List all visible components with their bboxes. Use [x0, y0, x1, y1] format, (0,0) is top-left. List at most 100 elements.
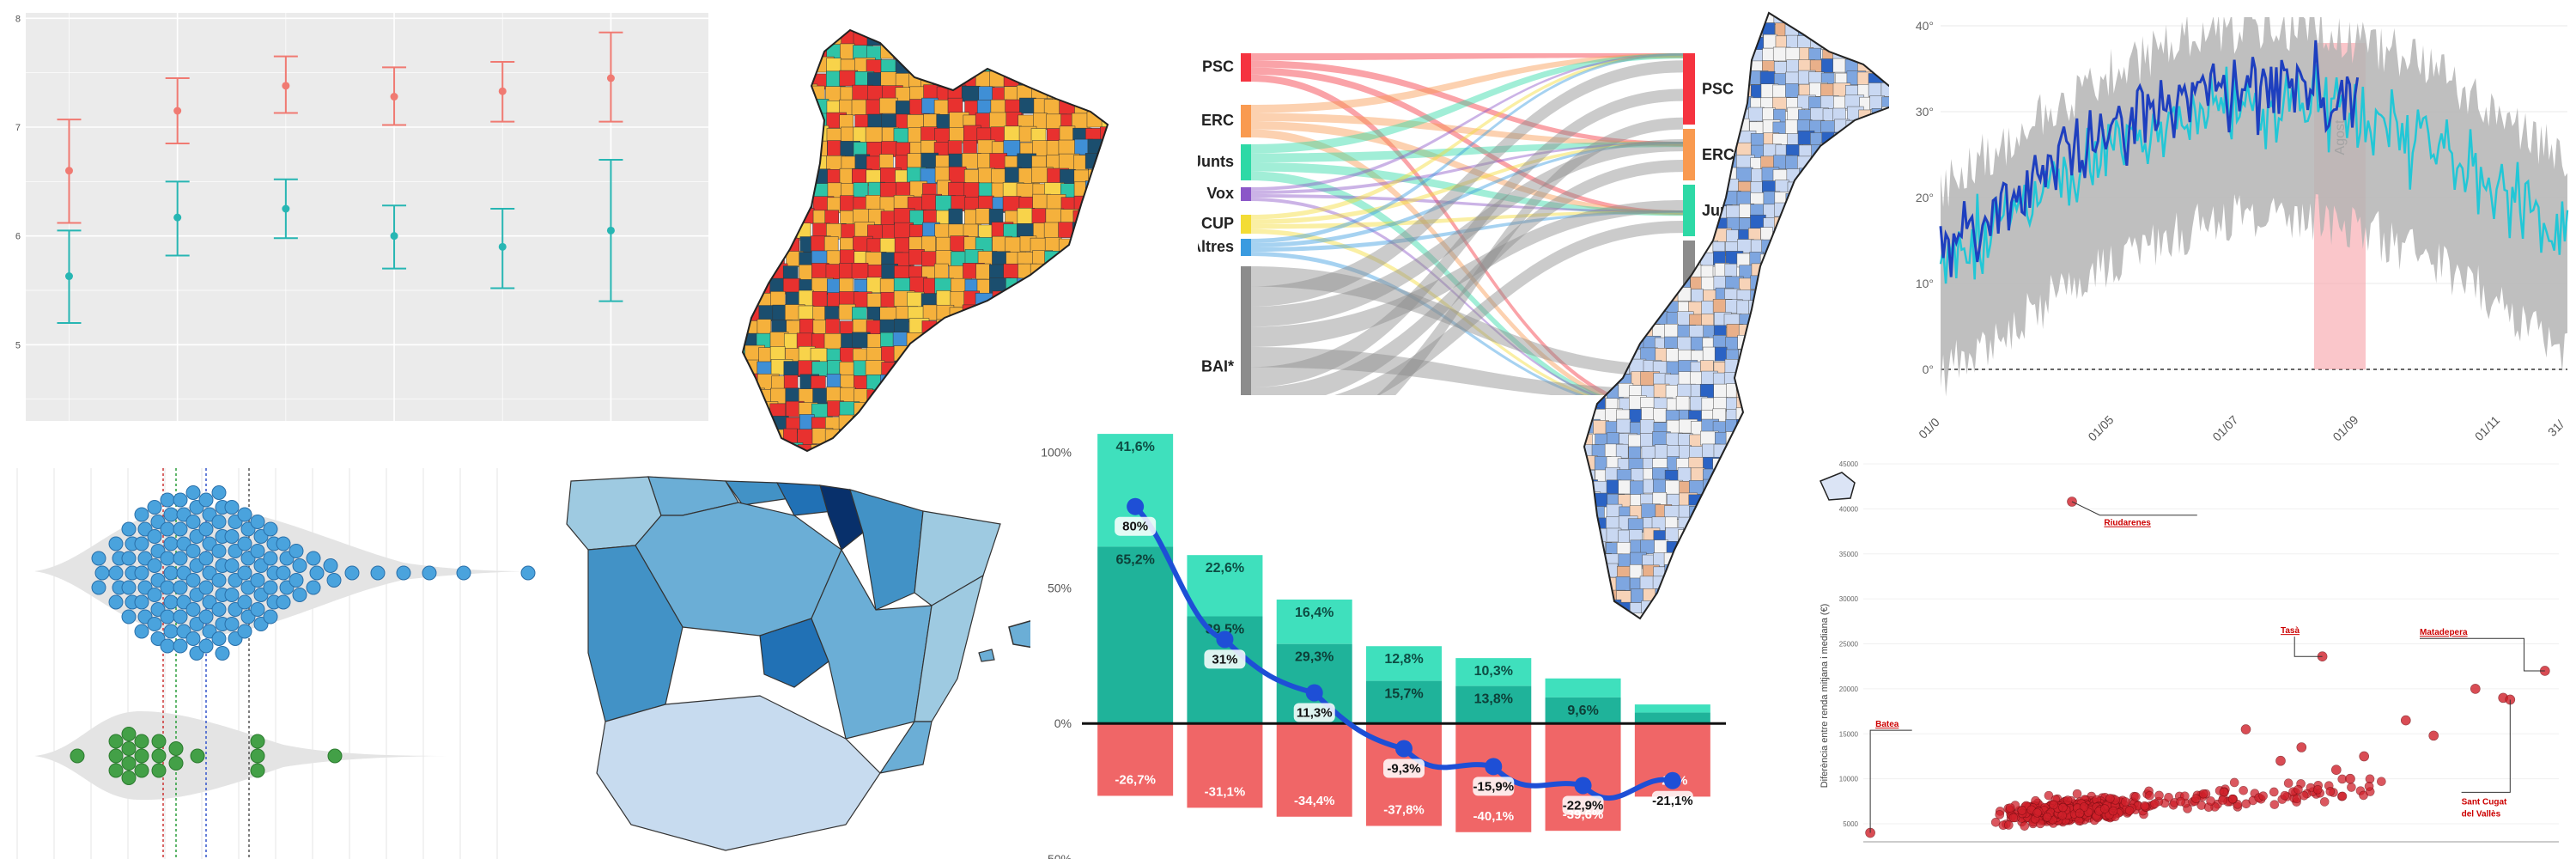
catalunya-municipality: [964, 346, 981, 362]
catalunya-municipality: [1087, 304, 1106, 320]
valencia-municipality: [1584, 13, 1600, 15]
data-point: [344, 565, 360, 581]
valencia-municipality: [1631, 21, 1647, 37]
valencia-municipality: [1856, 241, 1871, 255]
catalunya-municipality: [1143, 374, 1157, 389]
valencia-municipality: [1654, 47, 1670, 62]
catalunya-municipality: [743, 58, 744, 76]
valencia-municipality: [1774, 263, 1791, 277]
valencia-municipality: [1727, 529, 1745, 545]
valencia-municipality: [1844, 374, 1859, 388]
catalunya-municipality: [811, 291, 828, 308]
valencia-municipality: [1676, 156, 1690, 171]
catalunya-municipality: [1046, 332, 1061, 350]
valencia-municipality: [1714, 72, 1734, 88]
valencia-municipality: [1775, 275, 1790, 289]
valencia-municipality: [1738, 589, 1755, 605]
valencia-municipality: [1655, 70, 1673, 85]
sankey-flow: [1249, 121, 1683, 216]
data-label: 22,6%: [1206, 561, 1244, 576]
valencia-municipality: [1584, 540, 1589, 556]
valencia-municipality: [1773, 302, 1788, 316]
sankey-node: [1241, 53, 1251, 82]
valencia-municipality: [1556, 194, 1571, 208]
valencia-municipality: [1785, 614, 1800, 618]
valencia-municipality: [1690, 467, 1705, 483]
valencia-municipality: [1677, 467, 1692, 482]
catalunya-municipality: [1004, 57, 1022, 74]
catalunya-municipality: [827, 182, 842, 199]
catalunya-municipality: [743, 139, 758, 156]
catalunya-municipality: [797, 141, 819, 158]
valencia-municipality: [1568, 37, 1583, 51]
valencia-municipality: [1870, 396, 1890, 411]
catalunya-municipality: [1101, 222, 1108, 238]
valencia-municipality: [1799, 421, 1815, 436]
valencia-municipality: [1725, 625, 1742, 636]
catalunya-municipality: [1182, 126, 1194, 142]
valencia-municipality: [1687, 217, 1706, 232]
plot-background: [26, 13, 708, 421]
valencia-municipality: [1642, 192, 1658, 207]
valencia-municipality: [1775, 612, 1789, 618]
valencia-municipality: [1715, 602, 1729, 618]
valencia-municipality: [1584, 397, 1597, 412]
catalunya-municipality: [922, 45, 938, 61]
line-point: [1574, 777, 1592, 795]
catalunya-municipality: [1170, 194, 1190, 210]
valencia-municipality: [1773, 334, 1787, 350]
catalunya-municipality: [990, 30, 1007, 33]
catalunya-municipality: [1033, 290, 1048, 307]
valencia-municipality: [1759, 517, 1776, 532]
valencia-municipality: [1775, 479, 1794, 495]
valencia-municipality: [1772, 564, 1788, 578]
valencia-municipality: [1798, 288, 1813, 303]
valencia-municipality: [1703, 23, 1722, 38]
data-point: [2150, 799, 2160, 808]
catalunya-municipality: [1032, 30, 1048, 32]
valencia-municipality: [1584, 349, 1595, 364]
catalunya-municipality: [1005, 346, 1024, 362]
range-band: [1941, 17, 2567, 397]
valencia-municipality: [1618, 192, 1632, 207]
valencia-municipality: [1723, 34, 1737, 50]
valencia-municipality: [1736, 13, 1755, 14]
valencia-municipality: [1641, 406, 1655, 422]
valencia-municipality: [1832, 398, 1846, 412]
catalunya-municipality: [1116, 74, 1131, 89]
valencia-municipality: [1809, 395, 1825, 410]
catalunya-municipality: [756, 236, 777, 253]
valencia-municipality: [1751, 433, 1767, 448]
catalunya-municipality: [1072, 332, 1093, 349]
valencia-municipality: [1856, 49, 1875, 64]
valencia-municipality: [1558, 600, 1576, 614]
valencia-municipality: [1630, 253, 1644, 267]
valencia-municipality: [1547, 168, 1565, 182]
valencia-municipality: [1605, 359, 1625, 375]
valencia-municipality: [1785, 516, 1805, 532]
catalunya-municipality: [1087, 70, 1107, 87]
valencia-municipality: [1786, 466, 1803, 482]
valencia-municipality: [1616, 229, 1629, 245]
valencia-municipality: [1618, 71, 1632, 87]
data-label: 13,8%: [1474, 692, 1513, 707]
catalunya-municipality: [951, 31, 972, 47]
valencia-municipality: [1619, 217, 1636, 232]
data-point: [224, 617, 240, 631]
valencia-municipality: [1606, 336, 1626, 350]
valencia-municipality: [1593, 311, 1608, 326]
valencia-municipality: [1558, 577, 1571, 591]
catalunya-municipality: [1127, 210, 1140, 226]
catalunya-municipality: [920, 402, 936, 419]
data-point: [70, 748, 85, 764]
valencia-municipality: [1628, 145, 1644, 161]
catalunya-municipality: [770, 168, 787, 185]
valencia-municipality: [1665, 131, 1680, 146]
valencia-municipality: [1844, 155, 1859, 170]
valencia-municipality: [1654, 13, 1667, 15]
catalunya-municipality: [743, 30, 762, 34]
valencia-municipality: [1664, 61, 1678, 76]
catalunya-municipality: [1183, 155, 1194, 171]
data-label: 12,8%: [1384, 652, 1423, 667]
valencia-municipality: [1643, 156, 1656, 172]
